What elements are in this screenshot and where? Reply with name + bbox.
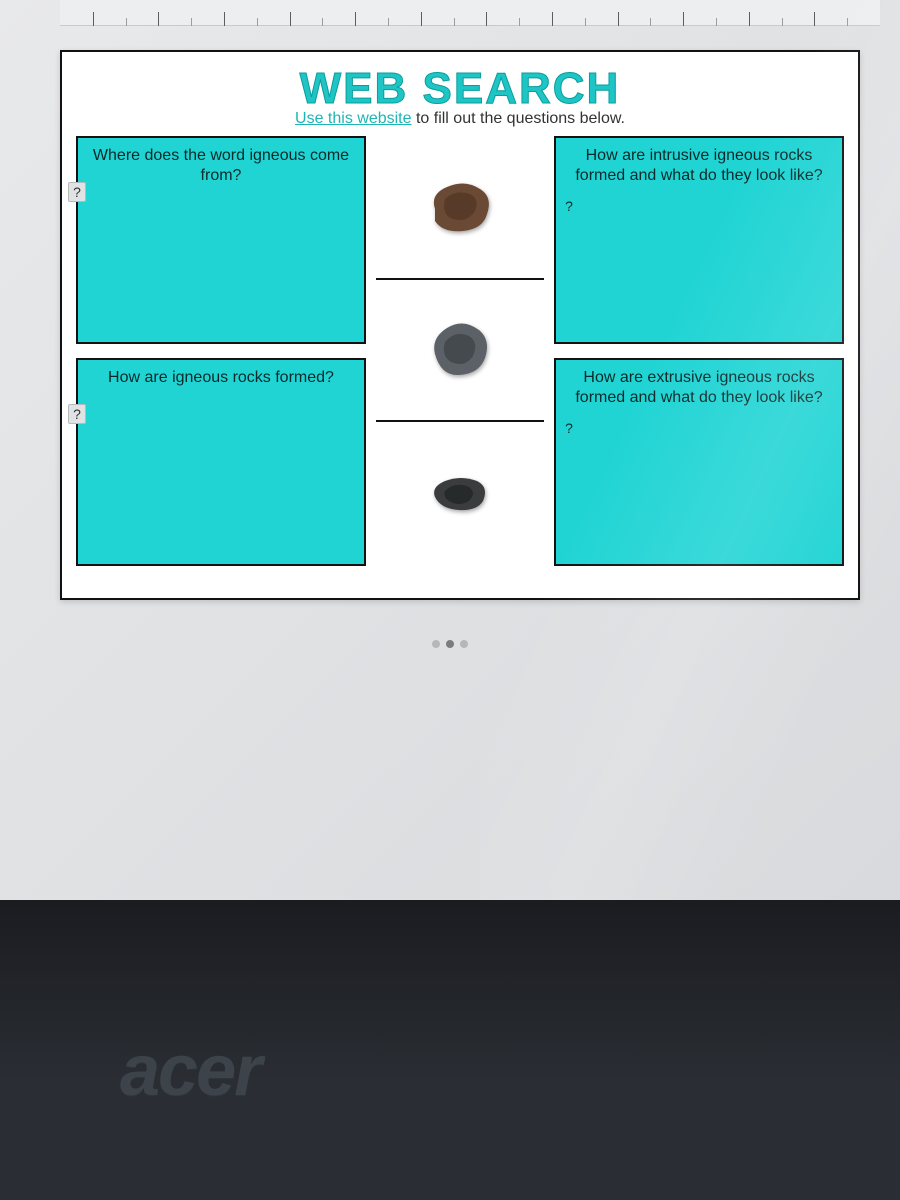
help-marker-icon: ? bbox=[68, 404, 86, 424]
screen-area: WEB SEARCH Use this website to fill out … bbox=[0, 0, 900, 900]
question-box-bottom-right[interactable]: How are extrusive igneous rocks formed a… bbox=[554, 358, 844, 566]
subtitle-rest: to fill out the questions below. bbox=[412, 110, 625, 127]
help-marker-icon: ? bbox=[68, 182, 86, 202]
page-subtitle: Use this website to fill out the questio… bbox=[76, 110, 844, 128]
rock-images-column bbox=[376, 136, 544, 566]
ruler bbox=[60, 0, 880, 26]
question-text: How are extrusive igneous rocks formed a… bbox=[566, 368, 832, 408]
question-text: How are igneous rocks formed? bbox=[88, 368, 354, 388]
help-marker-icon: ? bbox=[560, 418, 578, 438]
page-title: WEB SEARCH bbox=[76, 64, 844, 114]
question-grid: Where does the word igneous come from? ?… bbox=[76, 136, 844, 566]
monitor-brand-logo: acer bbox=[120, 1030, 260, 1112]
worksheet-sheet: WEB SEARCH Use this website to fill out … bbox=[60, 50, 860, 600]
rock-icon bbox=[427, 320, 493, 378]
slide-dot[interactable] bbox=[432, 640, 440, 648]
slide-dot[interactable] bbox=[460, 640, 468, 648]
question-text: Where does the word igneous come from? bbox=[88, 146, 354, 186]
question-box-top-right[interactable]: How are intrusive igneous rocks formed a… bbox=[554, 136, 844, 344]
website-link[interactable]: Use this website bbox=[295, 110, 412, 127]
question-box-top-left[interactable]: Where does the word igneous come from? ? bbox=[76, 136, 366, 344]
slide-indicator bbox=[432, 640, 468, 648]
question-text: How are intrusive igneous rocks formed a… bbox=[566, 146, 832, 186]
rock-icon bbox=[429, 473, 491, 513]
rock-icon bbox=[425, 179, 495, 234]
slide-dot[interactable] bbox=[446, 640, 454, 648]
help-marker-icon: ? bbox=[560, 196, 578, 216]
question-box-bottom-left[interactable]: How are igneous rocks formed? ? bbox=[76, 358, 366, 566]
